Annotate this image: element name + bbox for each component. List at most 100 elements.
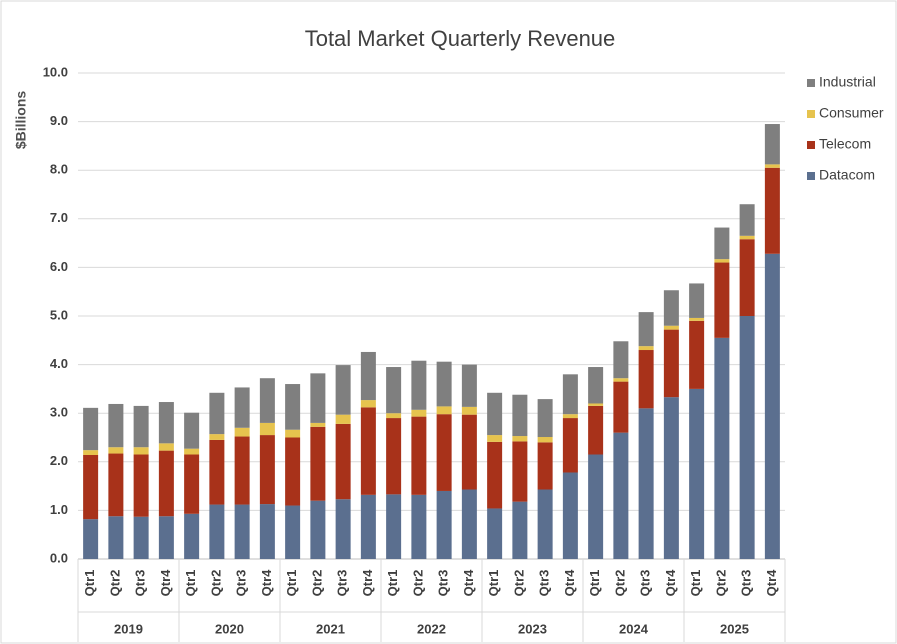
bar-segment: [285, 429, 301, 438]
bar-segment: [663, 397, 679, 559]
x-tick-label: Qtr4: [562, 569, 577, 597]
bar-segment: [310, 422, 326, 427]
year-label: 2025: [720, 621, 749, 636]
y-tick-label: 6.0: [50, 259, 68, 274]
bar-segment: [512, 441, 528, 502]
x-tick-label: Qtr3: [537, 570, 552, 597]
x-tick-label: Qtr4: [360, 569, 375, 597]
bar-segment: [234, 387, 250, 428]
bar-segment: [184, 412, 200, 449]
x-tick-label: Qtr2: [208, 570, 223, 597]
y-tick-label: 2.0: [50, 453, 68, 468]
bar-segment: [209, 392, 225, 435]
bar-segment: [537, 399, 553, 438]
bar-segment: [588, 403, 604, 406]
bar-segment: [108, 403, 124, 448]
legend-swatch: [807, 110, 815, 118]
year-label: 2022: [417, 621, 446, 636]
bar-segment: [689, 317, 705, 321]
legend-label: Industrial: [819, 74, 876, 90]
bar-segment: [158, 402, 174, 444]
bar-segment: [461, 414, 477, 490]
bar-segment: [386, 367, 402, 414]
bar-segment: [234, 427, 250, 437]
bar-segment: [663, 329, 679, 398]
bar-segment: [562, 374, 578, 415]
bar-segment: [689, 388, 705, 559]
y-tick-label: 5.0: [50, 307, 68, 322]
bar-segment: [689, 283, 705, 318]
x-tick-label: Qtr3: [335, 570, 350, 597]
bar-segment: [562, 414, 578, 419]
bar-segment: [184, 513, 200, 559]
legend-label: Consumer: [819, 105, 884, 121]
legend-swatch: [807, 79, 815, 87]
bar-segment: [259, 504, 275, 559]
bar-segment: [714, 259, 730, 263]
bar-segment: [285, 437, 301, 506]
bar-segment: [562, 418, 578, 473]
x-tick-label: Qtr2: [410, 570, 425, 597]
bar-segment: [588, 405, 604, 455]
y-axis-label: $Billions: [13, 91, 29, 150]
bar-segment: [764, 164, 780, 168]
bar-segment: [259, 435, 275, 505]
x-tick-label: Qtr1: [688, 570, 703, 597]
year-label: 2020: [215, 621, 244, 636]
bar-segment: [663, 290, 679, 326]
bar-segment: [335, 499, 351, 559]
bar-segment: [386, 494, 402, 559]
y-tick-label: 8.0: [50, 162, 68, 177]
bar-segment: [184, 448, 200, 455]
bar-segment: [739, 204, 755, 236]
bar-segment: [234, 436, 250, 505]
bar-segment: [411, 494, 427, 559]
bar-segment: [133, 447, 149, 455]
y-tick-label: 10.0: [43, 64, 68, 79]
year-label: 2024: [619, 621, 649, 636]
legend-swatch: [807, 172, 815, 180]
bar-segment: [537, 437, 553, 443]
bar-segment: [108, 516, 124, 559]
bar-segment: [613, 341, 629, 379]
bar-segment: [663, 325, 679, 330]
x-tick-label: Qtr2: [511, 570, 526, 597]
bar-segment: [360, 494, 376, 559]
bar-segment: [209, 434, 225, 440]
bar-segment: [285, 505, 301, 559]
bar-segment: [335, 365, 351, 415]
bar-segment: [360, 351, 376, 401]
bar-segment: [234, 504, 250, 559]
bar-segment: [487, 392, 503, 436]
bar-segment: [158, 450, 174, 517]
x-tick-label: Qtr2: [612, 570, 627, 597]
bar-segment: [360, 400, 376, 408]
bar-segment: [335, 414, 351, 424]
bar-segment: [436, 414, 452, 491]
bar-segment: [487, 441, 503, 509]
bar-segment: [83, 407, 99, 451]
bar-segment: [209, 504, 225, 559]
x-tick-label: Qtr3: [234, 570, 249, 597]
bar-segment: [360, 407, 376, 495]
bar-segment: [386, 418, 402, 495]
bar-segment: [714, 227, 730, 260]
legend-label: Datacom: [819, 167, 875, 183]
x-tick-label: Qtr1: [587, 570, 602, 597]
bar-segment: [461, 364, 477, 407]
y-tick-label: 0.0: [50, 550, 68, 565]
bar-segment: [638, 346, 654, 351]
bar-segment: [133, 454, 149, 517]
bar-segment: [714, 337, 730, 559]
x-tick-label: Qtr2: [309, 570, 324, 597]
bar-segment: [487, 508, 503, 559]
bar-segment: [739, 316, 755, 559]
bar-segment: [613, 432, 629, 559]
bar-segment: [562, 472, 578, 559]
bar-segment: [411, 360, 427, 410]
bar-segment: [461, 406, 477, 415]
bar-segment: [537, 442, 553, 490]
x-tick-label: Qtr3: [638, 570, 653, 597]
chart-title: Total Market Quarterly Revenue: [305, 26, 616, 51]
